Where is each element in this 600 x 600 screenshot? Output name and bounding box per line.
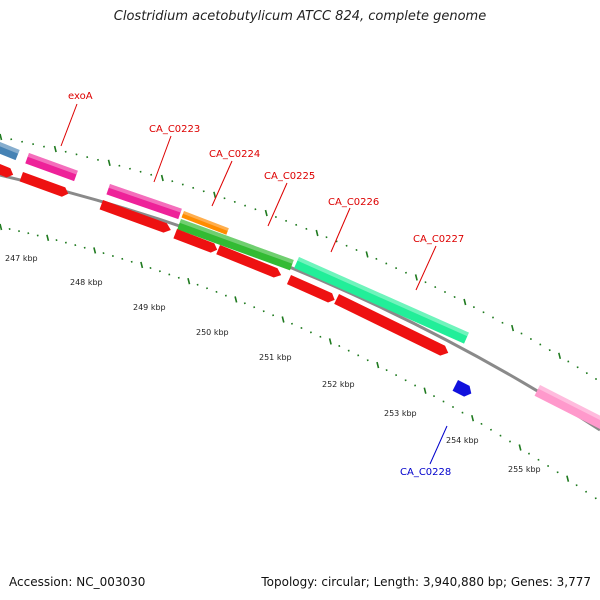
gene-label-CA_C0225[interactable]: CA_C0225 — [264, 171, 315, 182]
cds-arrow[interactable] — [286, 275, 337, 304]
cds-arrow[interactable] — [0, 160, 15, 179]
tick-mark — [0, 133, 3, 141]
tick-mark — [376, 361, 380, 369]
tick-mark — [558, 352, 562, 359]
gene-exoA-feature[interactable] — [25, 153, 78, 182]
tick-mark — [566, 475, 570, 482]
tick-mark — [160, 174, 164, 182]
tick-mark — [423, 387, 427, 394]
CA_C0227-leader — [415, 245, 437, 291]
tick-mark — [0, 223, 3, 231]
scale-label-253: 253 kbp — [384, 409, 417, 418]
exoA-leader — [60, 103, 78, 147]
tick-mark — [463, 298, 467, 306]
CA_C0225-leader — [267, 182, 288, 227]
tick-mark — [315, 229, 319, 237]
tick-mark — [264, 209, 268, 217]
gene-label-CA_C0223[interactable]: CA_C0223 — [149, 124, 200, 135]
genome-backbone — [0, 173, 600, 432]
outer-tick-row — [0, 133, 597, 380]
scale-label-254: 254 kbp — [446, 436, 479, 445]
cds-arrow[interactable] — [99, 200, 173, 235]
gene-label-exoA[interactable]: exoA — [68, 91, 93, 102]
inner-tick-row — [0, 223, 597, 500]
gene-CA_C0224-feature[interactable] — [181, 211, 229, 235]
tick-mark — [234, 296, 238, 303]
gene-label-CA_C0224[interactable]: CA_C0224 — [209, 149, 260, 160]
tick-mark — [46, 234, 50, 241]
tick-mark — [471, 415, 475, 422]
tick-mark — [187, 278, 191, 285]
genome-summary-text: Topology: circular; Length: 3,940,880 bp… — [261, 575, 591, 589]
scale-label-251: 251 kbp — [259, 353, 292, 362]
tick-mark — [53, 145, 57, 153]
gene-CA_C0223-feature[interactable] — [106, 184, 182, 220]
gene-label-CA_C0228[interactable]: CA_C0228 — [400, 467, 451, 478]
CA_C0224-leader — [211, 160, 233, 207]
gene-label-CA_C0226[interactable]: CA_C0226 — [328, 197, 379, 208]
gene-label-CA_C0227[interactable]: CA_C0227 — [413, 234, 464, 245]
gene-CA_C0228-feature[interactable] — [452, 380, 474, 399]
page-title: Clostridium acetobutylicum ATCC 824, com… — [113, 9, 487, 24]
scale-label-247: 247 kbp — [5, 254, 38, 263]
scale-label-249: 249 kbp — [133, 303, 166, 312]
cds-arrow[interactable] — [216, 245, 283, 280]
CA_C0228-leader — [429, 425, 448, 465]
pink-feature[interactable] — [534, 385, 600, 433]
scale-label-248: 248 kbp — [70, 278, 103, 287]
gene-CA_C0225-feature[interactable] — [177, 219, 294, 271]
scale-label-250: 250 kbp — [196, 328, 229, 337]
tick-mark — [281, 316, 285, 323]
cds-arrow[interactable] — [19, 172, 70, 198]
tick-mark — [511, 324, 515, 332]
tick-mark — [107, 159, 111, 166]
tick-mark — [414, 274, 418, 281]
tick-mark — [365, 251, 369, 258]
tick-mark — [518, 444, 522, 451]
CA_C0223-leader — [153, 135, 172, 183]
scale-label-252: 252 kbp — [322, 380, 355, 389]
steel-feature[interactable] — [0, 138, 20, 161]
tick-mark — [328, 338, 332, 345]
gene-CA_C0227-feature[interactable] — [294, 257, 469, 344]
cds-arrow[interactable] — [173, 229, 219, 254]
accession-text: Accession: NC_003030 — [9, 575, 146, 589]
tick-mark — [140, 261, 144, 269]
tick-mark — [93, 247, 97, 254]
tick-mark — [213, 191, 217, 198]
cds-arrow[interactable] — [334, 294, 450, 358]
scale-label-255: 255 kbp — [508, 465, 541, 474]
CA_C0226-leader — [330, 207, 351, 253]
